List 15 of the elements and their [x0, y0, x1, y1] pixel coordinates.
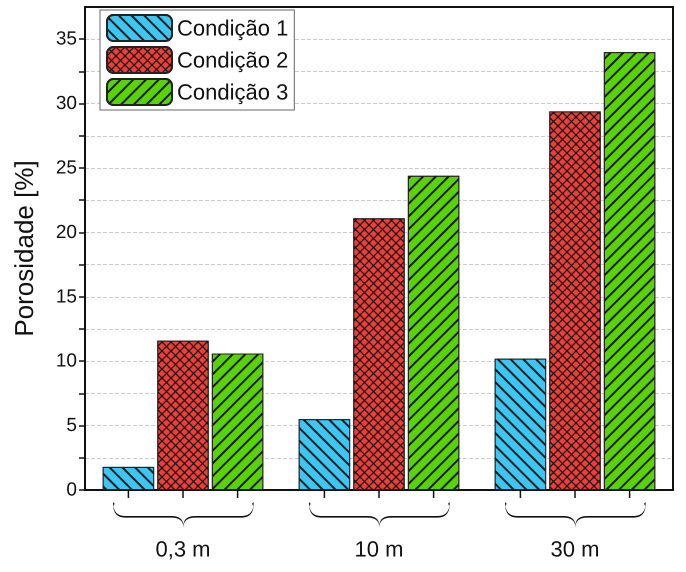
- x-tick-label: 30 m: [550, 536, 600, 562]
- legend-label: Condição 1: [177, 16, 288, 40]
- y-axis-title: Porosidade [%]: [9, 160, 39, 337]
- y-tick-label: 0: [66, 480, 77, 500]
- y-tick-label: 15: [56, 286, 77, 308]
- x-tick-label: 10 m: [354, 536, 404, 562]
- y-tick-label: 35: [56, 28, 77, 50]
- y-tick-label: 10: [56, 350, 77, 372]
- y-tick-label: 20: [56, 222, 77, 243]
- legend-label: Condição 2: [177, 48, 288, 72]
- y-tick-label: 25: [56, 158, 77, 178]
- legend-label: Condição 3: [177, 80, 288, 104]
- x-tick-label: 0,3 m: [155, 536, 211, 562]
- y-tick-label: 5: [66, 415, 77, 436]
- y-tick-label: 30: [56, 93, 77, 114]
